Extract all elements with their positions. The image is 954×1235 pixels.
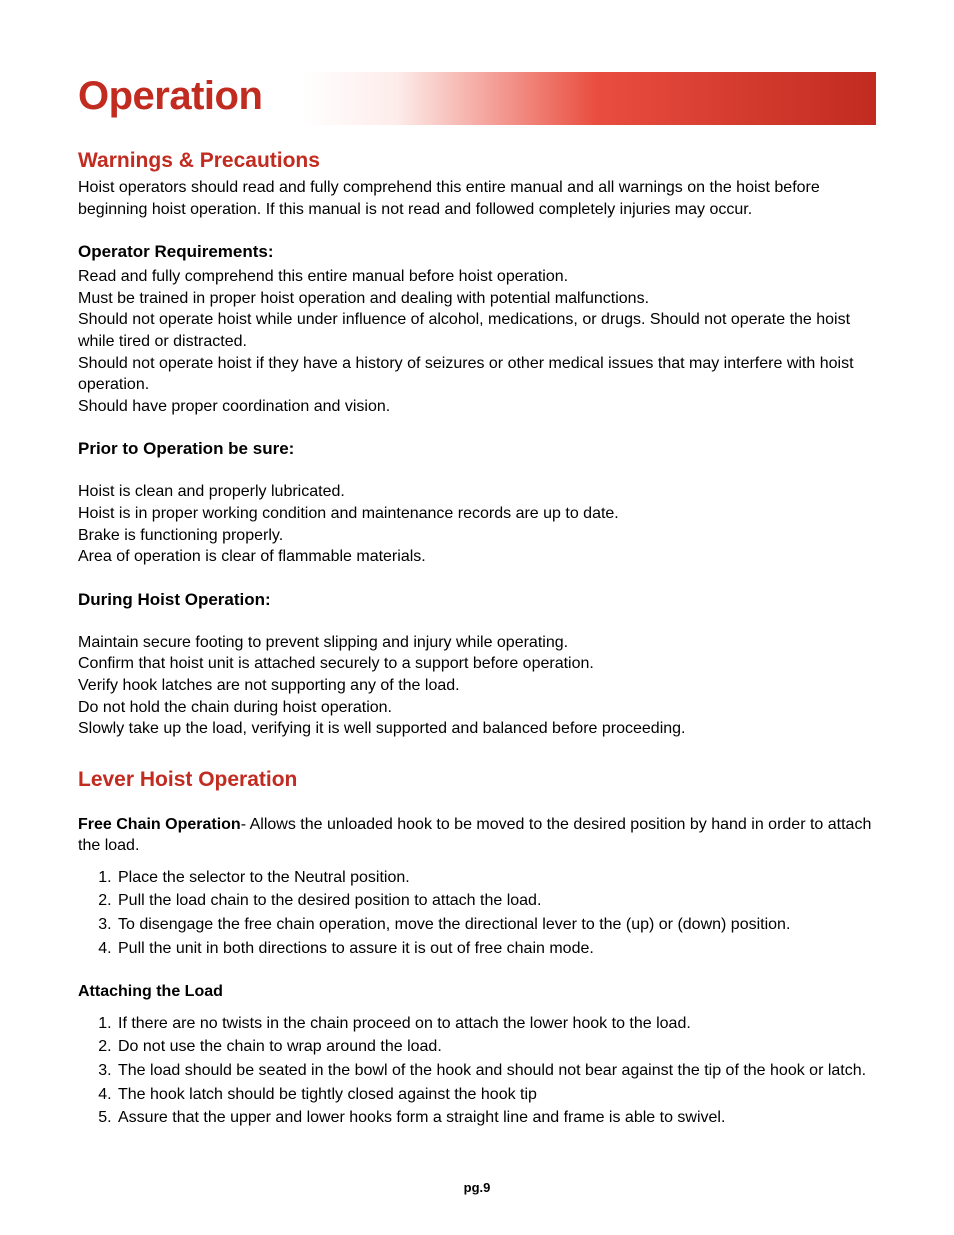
list-item: The load should be seated in the bowl of… [116,1060,876,1082]
page-title: Operation [78,74,876,119]
warnings-intro: Hoist operators should read and fully co… [78,177,876,220]
list-item: Do not use the chain to wrap around the … [116,1036,876,1058]
list-item: Assure that the upper and lower hooks fo… [116,1107,876,1129]
lever-heading: Lever Hoist Operation [78,768,876,792]
during-line: Do not hold the chain during hoist opera… [78,697,876,719]
prior-line: Area of operation is clear of flammable … [78,546,876,568]
free-chain-label: Free Chain Operation [78,816,241,833]
during-heading: During Hoist Operation: [78,590,876,610]
prior-line: Hoist is in proper working condition and… [78,503,876,525]
list-item: Place the selector to the Neutral positi… [116,867,876,889]
prior-line: Hoist is clean and properly lubricated. [78,481,876,503]
during-line: Verify hook latches are not supporting a… [78,675,876,697]
list-item: The hook latch should be tightly closed … [116,1084,876,1106]
operator-req-line: Should have proper coordination and visi… [78,396,876,418]
prior-heading: Prior to Operation be sure: [78,439,876,459]
list-item: If there are no twists in the chain proc… [116,1013,876,1035]
prior-line: Brake is functioning properly. [78,525,876,547]
operator-req-line: Should not operate hoist while under inf… [78,309,876,352]
operator-req-heading: Operator Requirements: [78,242,876,262]
during-line: Slowly take up the load, verifying it is… [78,718,876,740]
attaching-steps: If there are no twists in the chain proc… [78,1013,876,1131]
during-line: Maintain secure footing to prevent slipp… [78,632,876,654]
during-line: Confirm that hoist unit is attached secu… [78,653,876,675]
free-chain-steps: Place the selector to the Neutral positi… [78,867,876,961]
attaching-heading: Attaching the Load [78,981,876,1003]
warnings-heading: Warnings & Precautions [78,149,876,173]
page-number: pg.9 [78,1160,876,1195]
list-item: Pull the unit in both directions to assu… [116,938,876,960]
list-item: Pull the load chain to the desired posit… [116,890,876,912]
operator-req-line: Must be trained in proper hoist operatio… [78,288,876,310]
title-banner: Operation [78,72,876,125]
list-item: To disengage the free chain operation, m… [116,914,876,936]
operator-req-line: Read and fully comprehend this entire ma… [78,266,876,288]
operator-req-line: Should not operate hoist if they have a … [78,353,876,396]
free-chain-para: Free Chain Operation- Allows the unloade… [78,814,876,857]
